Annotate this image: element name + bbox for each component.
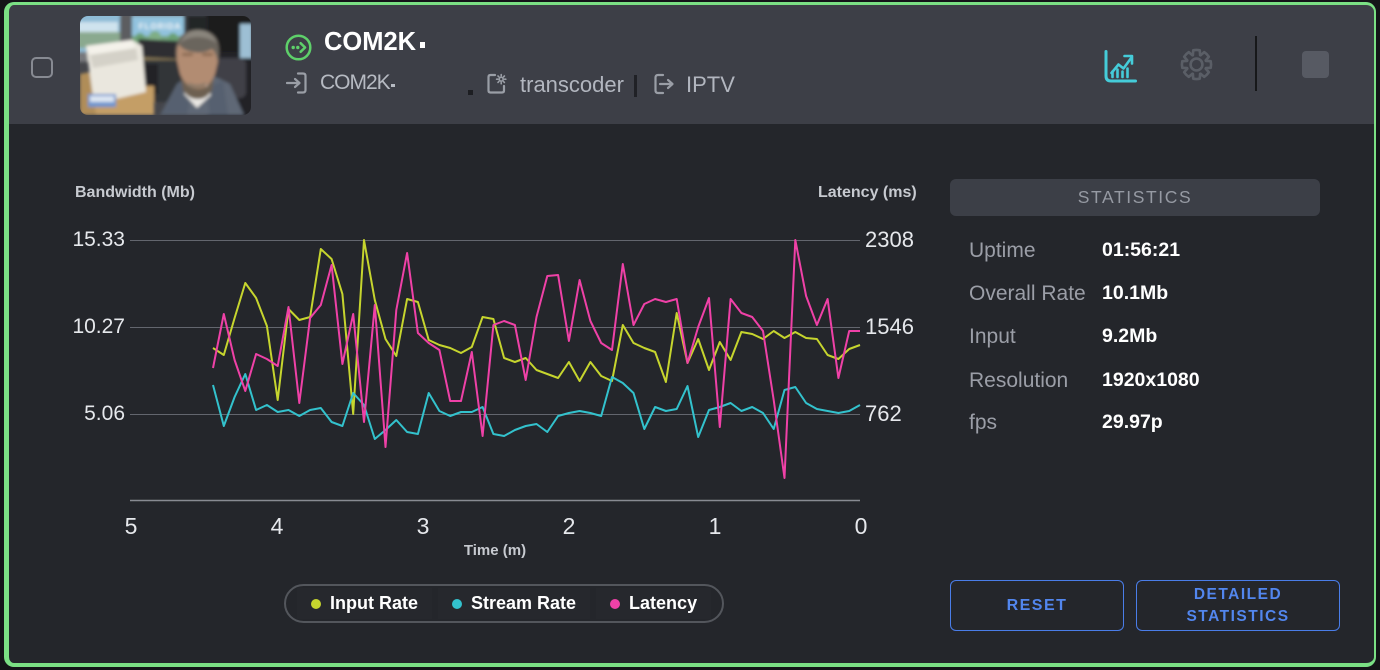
svg-text:FLORIDA: FLORIDA — [139, 22, 182, 31]
